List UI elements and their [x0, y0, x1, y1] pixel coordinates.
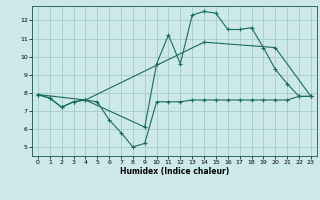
- X-axis label: Humidex (Indice chaleur): Humidex (Indice chaleur): [120, 167, 229, 176]
